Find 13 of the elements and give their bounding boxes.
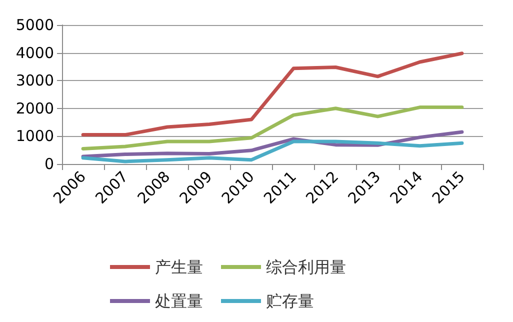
legend-label: 处置量 <box>155 292 203 310</box>
legend-label: 贮存量 <box>266 292 314 310</box>
legend-label: 产生量 <box>155 258 203 276</box>
y-tick-label: 1000 <box>16 127 54 146</box>
line-series <box>81 106 464 150</box>
y-tick-label: 0 <box>44 155 54 173</box>
y-tick-label: 4000 <box>16 44 54 62</box>
line-series <box>81 140 464 164</box>
y-tick-label: 5000 <box>16 16 54 34</box>
line-series <box>81 52 464 137</box>
y-tick-label: 3000 <box>16 72 54 90</box>
legend-label: 综合利用量 <box>266 258 346 276</box>
y-tick-label: 2000 <box>16 99 54 118</box>
